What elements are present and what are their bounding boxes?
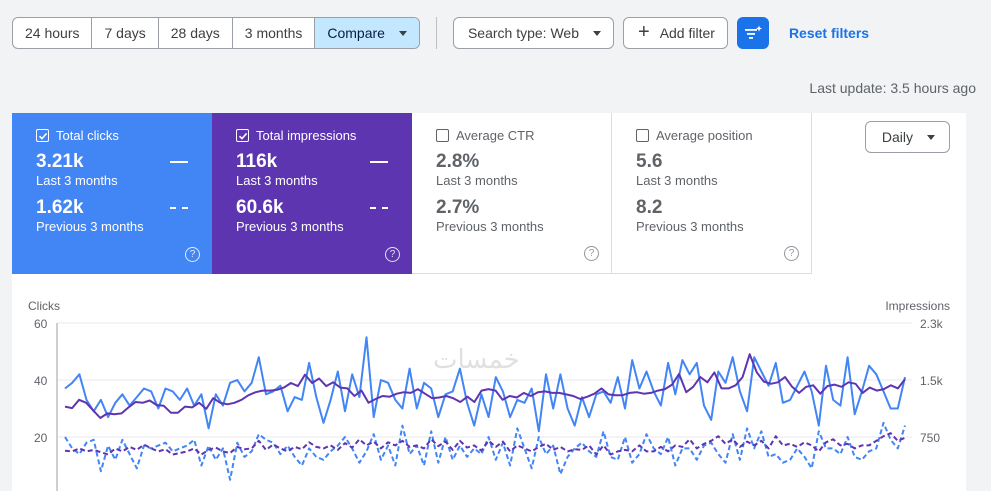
metric-previous-value: 8.2 [636, 197, 663, 218]
toolbar-divider [435, 17, 437, 49]
metric-header: Average position [636, 128, 787, 143]
metric-current-label: Last 3 months [636, 173, 718, 188]
metric-previous-label: Previous 3 months [636, 219, 744, 234]
filter-sort-icon [744, 25, 762, 39]
series-line-total-impressions-previous [64, 432, 906, 456]
series-line-total-impressions [64, 353, 906, 419]
y-left-tick: 20 [34, 431, 48, 445]
metric-previous-label: Previous 3 months [436, 219, 544, 234]
metric-current-label: Last 3 months [236, 173, 318, 188]
y-left-tick: 60 [34, 317, 48, 331]
chevron-down-icon [927, 134, 935, 140]
y-right-tick: 750 [920, 431, 941, 445]
metric-previous-label: Previous 3 months [36, 219, 144, 234]
add-filter-label: Add filter [659, 25, 715, 41]
y-left-axis-title: Clicks [28, 299, 60, 313]
series-line-total-clicks-previous [64, 421, 906, 481]
metric-current-value: 2.8% [436, 151, 480, 172]
metric-current-value: 116k [236, 151, 278, 172]
metric-current-value: 3.21k [36, 151, 84, 172]
checkbox-unchecked-icon[interactable] [636, 129, 649, 142]
metric-previous-label: Previous 3 months [236, 219, 344, 234]
checkbox-unchecked-icon[interactable] [436, 129, 449, 142]
y-right-tick: 1.5k [920, 374, 943, 388]
performance-chart: Clicks Impressions 60 40 20 2.3k 1.5k 75… [12, 288, 966, 491]
filter-sort-button[interactable] [736, 17, 769, 49]
add-filter-button[interactable]: + Add filter [623, 17, 728, 49]
metric-header: Total clicks [36, 128, 188, 143]
y-left-tick: 40 [34, 374, 48, 388]
metric-header: Average CTR [436, 128, 587, 143]
metric-previous-value: 1.62k [36, 197, 84, 218]
watermark-logo: خمسات [433, 345, 520, 375]
legend-solid-line-icon [170, 161, 188, 163]
metric-card-total-clicks[interactable]: Total clicks 3.21k Last 3 months 1.62k P… [12, 113, 212, 274]
metric-title: Average CTR [456, 128, 535, 143]
range-28-days[interactable]: 28 days [159, 18, 233, 48]
date-range-selector: 24 hours 7 days 28 days 3 months Compare [12, 17, 420, 49]
help-icon[interactable]: ? [784, 246, 799, 261]
metric-previous-value: 2.7% [436, 197, 480, 218]
metric-title: Total clicks [56, 128, 119, 143]
legend-dashed-line-icon [370, 207, 388, 209]
metric-card-average-position[interactable]: Average position 5.6 Last 3 months 8.2 P… [612, 113, 812, 274]
reset-filters-link[interactable]: Reset filters [788, 25, 870, 41]
chart-plot-area [56, 322, 912, 491]
y-right-axis-title: Impressions [885, 299, 950, 313]
metric-card-total-impressions[interactable]: Total impressions 116k Last 3 months 60.… [212, 113, 412, 274]
metric-current-label: Last 3 months [36, 173, 118, 188]
help-icon[interactable]: ? [185, 247, 200, 262]
chevron-down-icon [593, 30, 601, 36]
last-update-text: Last update: 3.5 hours ago [809, 80, 976, 96]
series-line-total-clicks [64, 336, 906, 433]
y-right-tick: 2.3k [920, 317, 943, 331]
metric-title: Total impressions [256, 128, 357, 143]
metric-previous-value: 60.6k [236, 197, 284, 218]
range-3-months[interactable]: 3 months [233, 18, 316, 48]
metric-current-label: Last 3 months [436, 173, 518, 188]
help-icon[interactable]: ? [385, 247, 400, 262]
help-icon[interactable]: ? [584, 246, 599, 261]
range-7-days[interactable]: 7 days [92, 18, 159, 48]
checkbox-checked-icon[interactable] [236, 129, 249, 142]
metric-card-average-ctr[interactable]: Average CTR 2.8% Last 3 months 2.7% Prev… [412, 113, 612, 274]
metric-title: Average position [656, 128, 753, 143]
checkbox-checked-icon[interactable] [36, 129, 49, 142]
plus-icon: + [638, 21, 650, 43]
metric-header: Total impressions [236, 128, 388, 143]
filter-toolbar: 24 hours 7 days 28 days 3 months Compare… [12, 17, 869, 49]
legend-dashed-line-icon [170, 207, 188, 209]
legend-solid-line-icon [370, 161, 388, 163]
metric-current-value: 5.6 [636, 151, 663, 172]
range-24-hours[interactable]: 24 hours [13, 18, 93, 48]
range-compare-label: Compare [327, 25, 385, 41]
search-type-label: Search type: Web [467, 25, 579, 41]
range-compare[interactable]: Compare [315, 18, 419, 48]
chevron-down-icon [398, 30, 407, 36]
granularity-dropdown[interactable]: Daily [864, 121, 950, 153]
search-type-dropdown[interactable]: Search type: Web [452, 17, 614, 49]
granularity-label: Daily [881, 129, 913, 145]
performance-panel: Total clicks 3.21k Last 3 months 1.62k P… [12, 113, 966, 491]
